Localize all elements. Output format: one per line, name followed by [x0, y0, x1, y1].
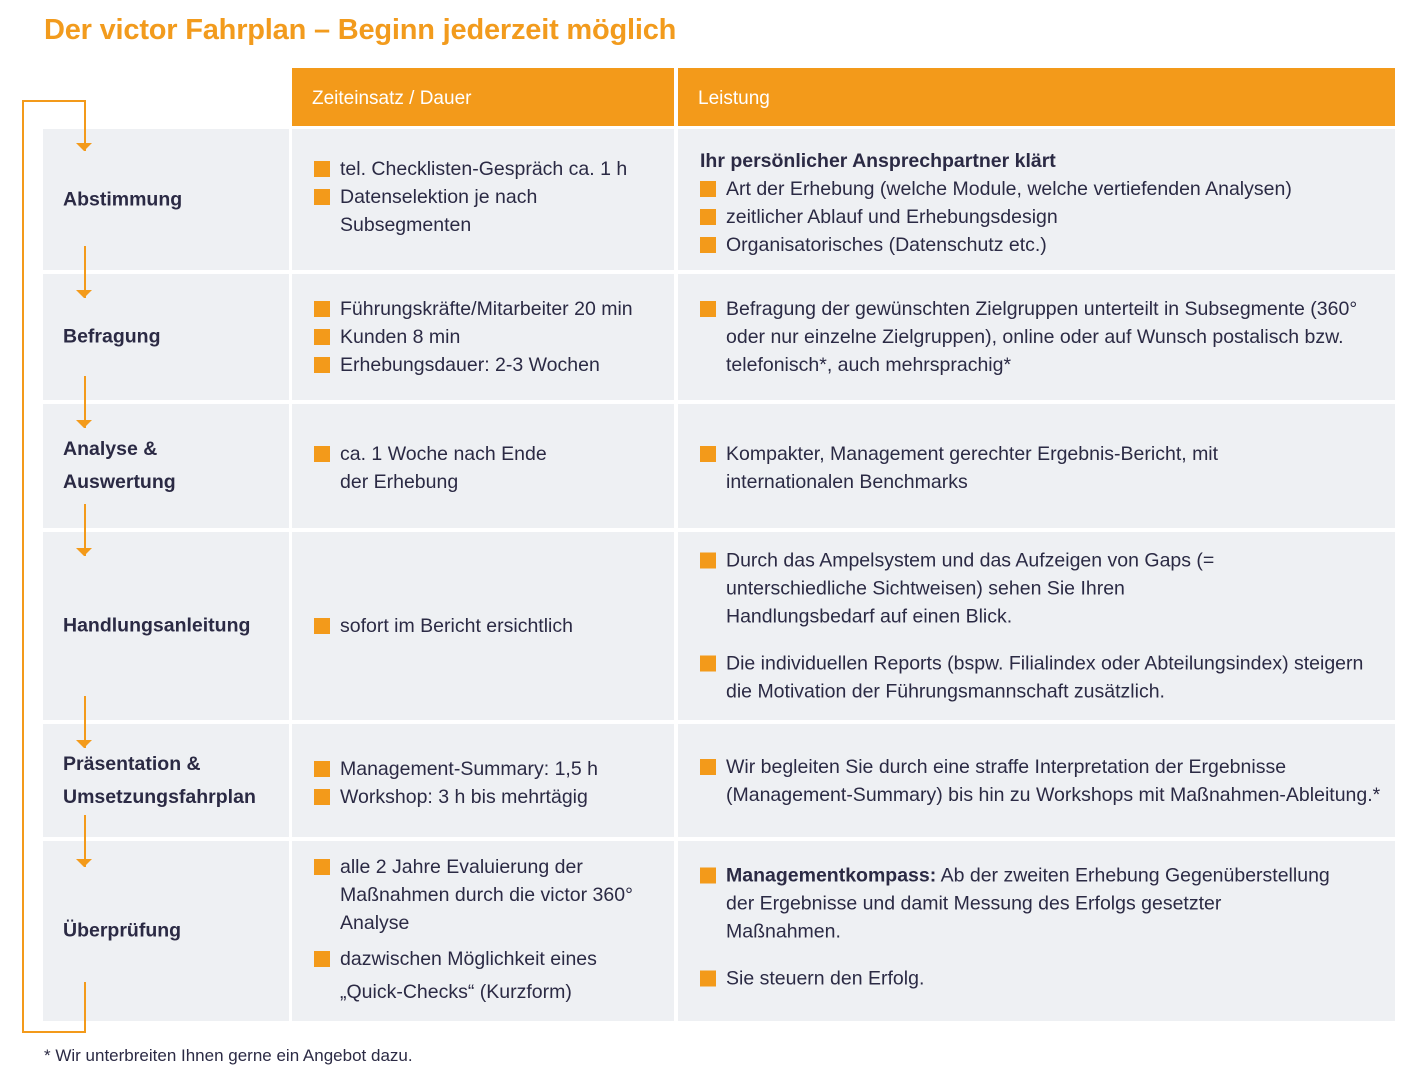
bullet-icon	[700, 208, 716, 225]
step-label: Befragung	[63, 325, 161, 348]
list-item: Durch das Ampelsystem und das Aufzeigen …	[700, 547, 1381, 631]
arrow-down-icon	[76, 696, 93, 748]
bullet-icon	[700, 236, 716, 253]
management-compass-label: Managementkompass:	[726, 864, 937, 887]
bullet-icon	[700, 552, 716, 569]
table-row: Überprüfung alle 2 Jahre Evaluierung der…	[43, 841, 1395, 1021]
arrow-down-icon	[76, 376, 93, 428]
arrow-down-icon	[76, 504, 93, 556]
list-item: sofort im Bericht ersichtlich	[314, 612, 660, 640]
bullet-icon	[700, 446, 716, 462]
list-item: Organisatorisches (Datenschutz etc.)	[700, 231, 1381, 259]
list-item: ca. 1 Woche nach Ende der Erhebung	[314, 440, 660, 496]
list-item: Wir begleiten Sie durch eine straffe Int…	[700, 753, 1381, 809]
list-item: Workshop: 3 h bis mehrtägig	[314, 783, 660, 811]
bullet-icon	[700, 970, 716, 987]
list-item: Sie steuern den Erfolg.	[700, 965, 1381, 993]
bullet-icon	[314, 859, 330, 875]
performance-cell: Managementkompass: Ab der zweiten Erhebu…	[678, 841, 1395, 1021]
bullet-icon	[314, 188, 330, 205]
bullet-icon	[314, 446, 330, 462]
bullet-icon	[314, 788, 330, 805]
list-item: Managementkompass: Ab der zweiten Erhebu…	[700, 862, 1381, 946]
list-item: Die individuellen Reports (bspw. Filiali…	[700, 650, 1381, 706]
list-item: Art der Erhebung (welche Module, welche …	[700, 175, 1381, 203]
bullet-icon	[700, 867, 716, 884]
step-cell: Handlungsanleitung	[43, 532, 289, 720]
footnote: * Wir unterbreiten Ihnen gerne ein Angeb…	[44, 1046, 413, 1065]
time-cell: Management-Summary: 1,5 h Workshop: 3 h …	[292, 724, 674, 837]
cycle-line-bottom	[22, 1031, 86, 1033]
page-title: Der victor Fahrplan – Beginn jederzeit m…	[44, 14, 677, 46]
step-label: Abstimmung	[63, 188, 183, 210]
bullet-icon	[314, 618, 330, 634]
performance-cell: Kompakter, Management gerechter Ergebnis…	[678, 404, 1395, 528]
list-item: tel. Checklisten-Gespräch ca. 1 h	[314, 155, 660, 183]
list-item: Kompakter, Management gerechter Ergebnis…	[700, 440, 1381, 496]
list-item: Datenselektion je nach Subsegmenten	[314, 183, 660, 239]
arrow-down-icon	[76, 246, 93, 298]
list-item: Kunden 8 min	[314, 323, 660, 351]
bullet-icon	[314, 329, 330, 345]
bullet-icon	[314, 951, 330, 967]
bullet-icon	[700, 180, 716, 197]
bullet-icon	[700, 758, 716, 775]
table-row: Handlungsanleitung sofort im Bericht ers…	[43, 532, 1395, 720]
time-cell: sofort im Bericht ersichtlich	[292, 532, 674, 720]
bullet-icon	[314, 357, 330, 373]
list-item: Befragung der gewünschten Zielgruppen un…	[700, 295, 1381, 379]
bullet-icon	[314, 301, 330, 317]
bullet-icon	[314, 160, 330, 177]
list-item: Erhebungsdauer: 2-3 Wochen	[314, 351, 660, 379]
performance-cell: Wir begleiten Sie durch eine straffe Int…	[678, 724, 1395, 837]
table-row: Befragung Führungskräfte/Mitarbeiter 20 …	[43, 274, 1395, 400]
bullet-icon	[700, 301, 716, 317]
step-label: Überprüfung	[63, 919, 182, 942]
table-row: Analyse & Auswertung ca. 1 Woche nach En…	[43, 404, 1395, 528]
list-item: zeitlicher Ablauf und Erhebungsdesign	[700, 203, 1381, 231]
table-row: Abstimmung tel. Checklisten-Gespräch ca.…	[43, 129, 1395, 270]
bullet-icon	[700, 655, 716, 672]
arrow-down-icon	[76, 100, 93, 151]
time-cell: ca. 1 Woche nach Ende der Erhebung	[292, 404, 674, 528]
time-cell: Führungskräfte/Mitarbeiter 20 min Kunden…	[292, 274, 674, 400]
performance-cell: Befragung der gewünschten Zielgruppen un…	[678, 274, 1395, 400]
step-cell: Überprüfung	[43, 841, 289, 1021]
time-cell: tel. Checklisten-Gespräch ca. 1 h Datens…	[292, 129, 674, 270]
list-item: dazwischen Möglichkeit eines „Quick-Chec…	[314, 943, 660, 1009]
performance-lead: Ihr persönlicher Ansprechpartner klärt	[700, 149, 1056, 172]
cycle-line-return	[84, 982, 86, 1033]
column-header-performance: Leistung	[678, 68, 1395, 126]
column-header-time: Zeiteinsatz / Dauer	[292, 68, 674, 126]
list-item: Führungskräfte/Mitarbeiter 20 min	[314, 295, 660, 323]
table-row: Präsentation & Umsetzungsfahrplan Manage…	[43, 724, 1395, 837]
performance-cell: Ihr persönlicher Ansprechpartner klärt A…	[678, 129, 1395, 270]
list-item: Management-Summary: 1,5 h	[314, 755, 660, 783]
step-label: Analyse & Auswertung	[63, 438, 176, 493]
step-label: Handlungsanleitung	[63, 614, 251, 637]
time-cell: alle 2 Jahre Evaluierung der Maßnahmen d…	[292, 841, 674, 1021]
performance-cell: Durch das Ampelsystem und das Aufzeigen …	[678, 532, 1395, 720]
cycle-line-left	[22, 100, 24, 1033]
step-label: Präsentation & Umsetzungsfahrplan	[63, 752, 256, 808]
cycle-line-top	[22, 100, 86, 102]
arrow-down-icon	[76, 815, 93, 867]
list-item: alle 2 Jahre Evaluierung der Maßnahmen d…	[314, 853, 660, 937]
bullet-icon	[314, 760, 330, 777]
